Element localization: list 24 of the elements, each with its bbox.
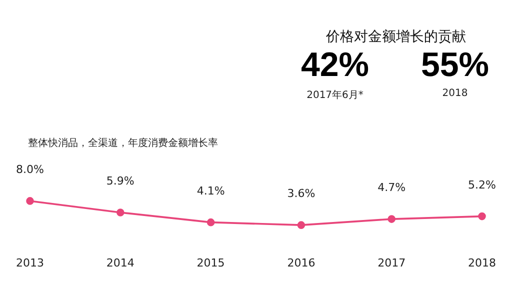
- text: 42%: [300, 46, 370, 85]
- data-label: 8.0%: [16, 162, 44, 176]
- data-label: 5.2%: [468, 178, 496, 192]
- x-tick-label: 2018: [468, 256, 496, 270]
- point: [388, 215, 396, 223]
- text: 2018: [441, 88, 469, 99]
- text: 2017年6月*: [306, 89, 364, 102]
- point: [297, 221, 306, 229]
- text: 价格对金额增长的贡献: [325, 28, 467, 46]
- data-label: 3.6%: [287, 187, 316, 200]
- text: 55%: [420, 46, 490, 85]
- point: [206, 218, 215, 226]
- data-label: 4.1%: [196, 184, 225, 198]
- x-tick-label: 2013: [16, 256, 44, 270]
- chart-title: 整体快消品，全渠道，年度消费金额增长率: [28, 136, 218, 150]
- data-label: 5.9%: [106, 174, 134, 188]
- x-tick-label: 2016: [287, 256, 316, 270]
- data-label: 4.7%: [378, 181, 406, 194]
- x-tick-label: 2014: [106, 256, 134, 270]
- point: [26, 197, 34, 205]
- x-tick-label: 2015: [196, 256, 225, 270]
- x-tick-label: 2017: [378, 256, 406, 270]
- point: [478, 212, 486, 220]
- point: [116, 208, 124, 216]
